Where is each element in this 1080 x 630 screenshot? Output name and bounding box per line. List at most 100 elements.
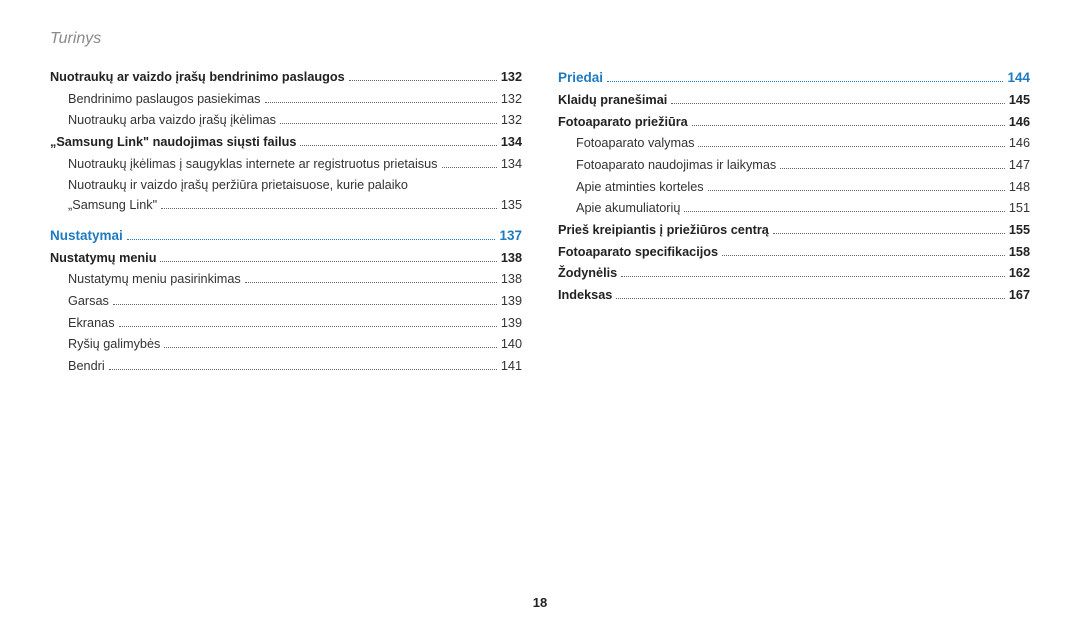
toc-column-left: Nuotraukų ar vaizdo įrašų bendrinimo pas… [50, 68, 522, 379]
toc-label: Nustatymų meniu pasirinkimas [68, 270, 241, 290]
toc-entry: Bendrinimo paslaugos pasiekimas 132 [50, 90, 522, 110]
toc-page: 132 [501, 68, 522, 88]
toc-label: „Samsung Link" naudojimas siųsti failus [50, 133, 296, 153]
toc-dots [127, 239, 496, 240]
toc-label: Ryšių galimybės [68, 335, 160, 355]
toc-label: Indeksas [558, 286, 612, 306]
toc-page: 144 [1007, 68, 1030, 89]
toc-columns: Nuotraukų ar vaizdo įrašų bendrinimo pas… [50, 68, 1030, 379]
toc-entry: Nuotraukų arba vaizdo įrašų įkėlimas 132 [50, 111, 522, 131]
toc-dots [164, 347, 496, 348]
toc-label: Nustatymų meniu [50, 249, 156, 269]
toc-dots [692, 125, 1005, 126]
page-header: Turinys [50, 30, 1030, 48]
toc-dots [722, 255, 1005, 256]
toc-label: Apie atminties korteles [576, 178, 704, 198]
toc-label: Žodynėlis [558, 264, 617, 284]
toc-entry: Priedai 144 [558, 68, 1030, 89]
toc-label: Nuotraukų arba vaizdo įrašų įkėlimas [68, 111, 276, 131]
toc-label: Prieš kreipiantis į priežiūros centrą [558, 221, 769, 241]
toc-dots [109, 369, 497, 370]
toc-dots [621, 276, 1005, 277]
toc-dots [161, 208, 497, 209]
toc-page: 132 [501, 90, 522, 110]
toc-page: 138 [501, 249, 522, 269]
toc-entry: Apie akumuliatorių 151 [558, 199, 1030, 219]
toc-page: 146 [1009, 134, 1030, 154]
toc-label: Priedai [558, 68, 603, 89]
toc-entry: Ryšių galimybės 140 [50, 335, 522, 355]
toc-page: 167 [1009, 286, 1030, 306]
toc-page: 145 [1009, 91, 1030, 111]
toc-dots [113, 304, 497, 305]
toc-label: Nuotraukų ar vaizdo įrašų bendrinimo pas… [50, 68, 345, 88]
toc-label: Nustatymai [50, 226, 123, 247]
toc-page: 146 [1009, 113, 1030, 133]
toc-entry: Fotoaparato specifikacijos158 [558, 243, 1030, 263]
toc-column-right: Priedai144Klaidų pranešimai145Fotoaparat… [558, 68, 1030, 379]
toc-page: 132 [501, 111, 522, 131]
toc-label: Nuotraukų įkėlimas į saugyklas internete… [68, 155, 438, 175]
toc-page: 140 [501, 335, 522, 355]
toc-entry: Fotoaparato naudojimas ir laikymas147 [558, 156, 1030, 176]
toc-label: Apie akumuliatorių [576, 199, 680, 219]
toc-dots [684, 211, 1004, 212]
toc-page: 139 [501, 292, 522, 312]
toc-dots [119, 326, 497, 327]
toc-entry: Žodynėlis 162 [558, 264, 1030, 284]
toc-page: 141 [501, 357, 522, 377]
toc-label: Fotoaparato specifikacijos [558, 243, 718, 263]
page-number: 18 [0, 595, 1080, 610]
toc-label: Ekranas [68, 314, 115, 334]
toc-entry: Prieš kreipiantis į priežiūros centrą 155 [558, 221, 1030, 241]
toc-dots [245, 282, 497, 283]
toc-entry: Indeksas 167 [558, 286, 1030, 306]
spacer [50, 218, 522, 226]
toc-page: 151 [1009, 199, 1030, 219]
toc-entry: Bendri 141 [50, 357, 522, 377]
toc-dots [280, 123, 497, 124]
toc-dots [616, 298, 1005, 299]
toc-label: Fotoaparato naudojimas ir laikymas [576, 156, 776, 176]
toc-dots [607, 81, 1003, 82]
toc-page: 135 [501, 196, 522, 216]
toc-label: „Samsung Link" [68, 196, 157, 216]
toc-page: 148 [1009, 178, 1030, 198]
toc-dots [708, 190, 1005, 191]
toc-dots [160, 261, 496, 262]
toc-label: Bendri [68, 357, 105, 377]
toc-label: Bendrinimo paslaugos pasiekimas [68, 90, 261, 110]
toc-dots [773, 233, 1005, 234]
toc-page: 139 [501, 314, 522, 334]
toc-entry: „Samsung Link" naudojimas siųsti failus 1… [50, 133, 522, 153]
toc-entry: Ekranas 139 [50, 314, 522, 334]
toc-page: 162 [1009, 264, 1030, 284]
toc-entry: Fotoaparato priežiūra 146 [558, 113, 1030, 133]
toc-entry: Garsas139 [50, 292, 522, 312]
toc-entry: Nustatymų meniu 138 [50, 249, 522, 269]
toc-dots [442, 167, 497, 168]
toc-entry: Fotoaparato valymas 146 [558, 134, 1030, 154]
toc-entry: Nuotraukų ar vaizdo įrašų bendrinimo pas… [50, 68, 522, 88]
toc-label: Fotoaparato valymas [576, 134, 694, 154]
toc-dots [300, 145, 496, 146]
toc-dots [671, 103, 1005, 104]
toc-dots [349, 80, 497, 81]
toc-page: 134 [501, 155, 522, 175]
toc-label: Klaidų pranešimai [558, 91, 667, 111]
toc-dots [698, 146, 1004, 147]
toc-entry: Nuotraukų ir vaizdo įrašų peržiūra priet… [50, 176, 522, 215]
toc-page: 137 [499, 226, 522, 247]
toc-entry: Klaidų pranešimai 145 [558, 91, 1030, 111]
toc-label: Fotoaparato priežiūra [558, 113, 688, 133]
toc-entry: Nustatymai 137 [50, 226, 522, 247]
toc-dots [780, 168, 1005, 169]
toc-entry: Nuotraukų įkėlimas į saugyklas internete… [50, 155, 522, 175]
toc-dots [265, 102, 497, 103]
toc-page: 155 [1009, 221, 1030, 241]
toc-page: 134 [501, 133, 522, 153]
page-container: Turinys Nuotraukų ar vaizdo įrašų bendri… [0, 0, 1080, 630]
toc-label: Nuotraukų ir vaizdo įrašų peržiūra priet… [68, 176, 522, 196]
toc-entry: Apie atminties korteles 148 [558, 178, 1030, 198]
toc-entry: Nustatymų meniu pasirinkimas138 [50, 270, 522, 290]
